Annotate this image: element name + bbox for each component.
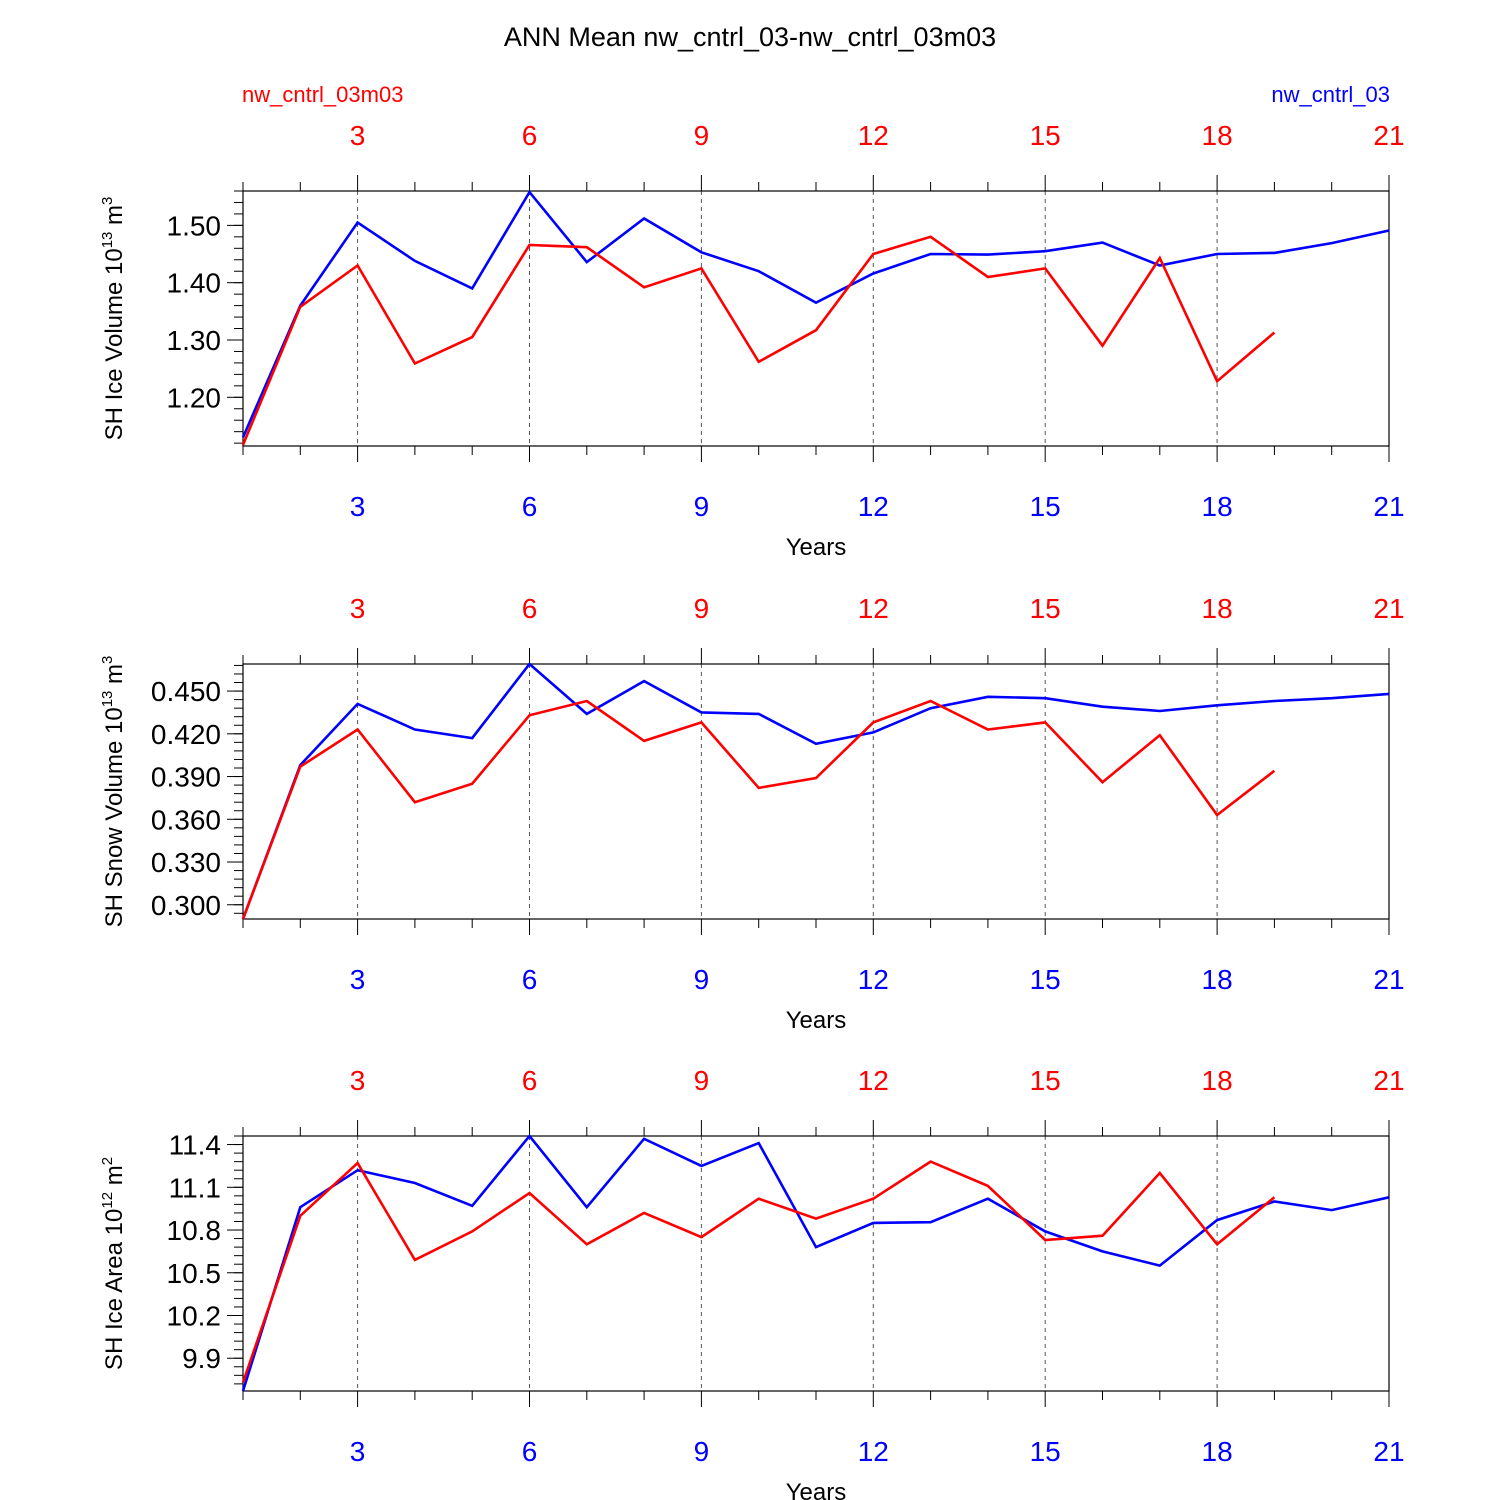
x-axis-label: Years bbox=[786, 1007, 847, 1034]
legend-label-nw-cntrl-03m03: nw_cntrl_03m03 bbox=[242, 82, 403, 107]
x-tick-label-top: 15 bbox=[1030, 1065, 1061, 1096]
x-tick-label-bottom: 15 bbox=[1030, 964, 1061, 995]
x-tick-label-bottom: 3 bbox=[350, 964, 366, 995]
x-tick-label-top: 6 bbox=[522, 1065, 538, 1096]
y-axis-label-ylabel-exp: 13 bbox=[99, 691, 116, 708]
x-tick-label-bottom: 21 bbox=[1373, 491, 1404, 522]
y-axis-label-ylabel: SH Ice Area 10 bbox=[101, 1209, 128, 1370]
y-tick-label: 0.390 bbox=[151, 762, 221, 793]
x-tick-label-top: 6 bbox=[522, 593, 538, 624]
y-axis-label-ylabel: SH Ice Volume 10 bbox=[101, 248, 128, 440]
y-tick-label: 1.40 bbox=[167, 268, 222, 299]
y-axis-label: SH Ice Volume 1013 m3 bbox=[99, 197, 128, 441]
x-tick-label-top: 12 bbox=[858, 1065, 889, 1096]
x-axis-label: Years bbox=[786, 534, 847, 561]
chart-panel-2: 3 3 6 6 9 9 12 12 15 15 18 18 21 21 Years 0.300 0.330 0.3… bbox=[99, 593, 1405, 1034]
series-line-nw-cntrl-03 bbox=[241, 189, 1390, 438]
x-tick-label-bottom: 6 bbox=[522, 1436, 538, 1467]
x-tick-label-bottom: 9 bbox=[694, 964, 710, 995]
x-tick-label-top: 12 bbox=[858, 120, 889, 151]
y-tick-label: 10.2 bbox=[167, 1300, 222, 1331]
series-line-nw-cntrl-03m03 bbox=[241, 235, 1276, 446]
x-tick-label-bottom: 18 bbox=[1202, 1436, 1233, 1467]
y-axis-label-ylabel: SH Snow Volume 10 bbox=[101, 707, 128, 927]
x-tick-label-bottom: 21 bbox=[1373, 964, 1404, 995]
x-tick-label-bottom: 6 bbox=[522, 964, 538, 995]
y-tick-label: 11.1 bbox=[169, 1172, 221, 1203]
x-tick-label-top: 9 bbox=[694, 1065, 710, 1096]
y-tick-label: 10.8 bbox=[167, 1215, 222, 1246]
y-tick-label: 10.5 bbox=[167, 1258, 222, 1289]
x-tick-label-bottom: 12 bbox=[858, 491, 889, 522]
y-axis-label-ylabel-unit: m bbox=[101, 205, 128, 232]
x-tick-label-top: 21 bbox=[1373, 120, 1404, 151]
y-tick-label: 1.50 bbox=[167, 210, 222, 241]
x-tick-label-top: 21 bbox=[1373, 593, 1404, 624]
y-tick-label: 11.4 bbox=[169, 1130, 221, 1161]
y-tick-label: 9.9 bbox=[182, 1343, 221, 1374]
x-tick-label-bottom: 3 bbox=[350, 1436, 366, 1467]
series-line-nw-cntrl-03 bbox=[241, 1133, 1390, 1392]
chart-panel-3: 3 3 6 6 9 9 12 12 15 15 18 18 21 21 Years 9.9 10.2 10.5 10… bbox=[99, 1065, 1405, 1500]
y-tick-label: 1.20 bbox=[167, 382, 222, 413]
x-tick-label-bottom: 18 bbox=[1202, 964, 1233, 995]
chart-panel-1: 3 3 6 6 9 9 12 12 15 15 18 18 21 21 Years 1.20 1.30 1.40 1… bbox=[99, 120, 1405, 561]
x-tick-label-top: 21 bbox=[1373, 1065, 1404, 1096]
y-axis-label-ylabel-unit: m bbox=[101, 664, 128, 691]
y-axis-label: SH Snow Volume 1013 m3 bbox=[99, 656, 128, 928]
x-tick-label-top: 9 bbox=[694, 593, 710, 624]
y-axis-label-ylabel-exp: 12 bbox=[99, 1192, 116, 1209]
x-tick-label-top: 9 bbox=[694, 120, 710, 151]
x-tick-label-top: 15 bbox=[1030, 593, 1061, 624]
series-line-nw-cntrl-03 bbox=[241, 662, 1390, 920]
x-tick-label-bottom: 15 bbox=[1030, 491, 1061, 522]
y-axis-label-ylabel-unit-exp: 2 bbox=[99, 1157, 116, 1165]
y-axis-label: SH Ice Area 1012 m2 bbox=[99, 1157, 128, 1370]
x-tick-label-bottom: 12 bbox=[858, 964, 889, 995]
x-tick-label-top: 18 bbox=[1202, 120, 1233, 151]
x-tick-label-top: 18 bbox=[1202, 1065, 1233, 1096]
series-line-nw-cntrl-03m03 bbox=[241, 1160, 1276, 1383]
x-tick-label-top: 12 bbox=[858, 593, 889, 624]
series-line-nw-cntrl-03m03 bbox=[241, 699, 1276, 920]
y-tick-label: 0.420 bbox=[151, 719, 221, 750]
y-axis-label-ylabel-unit-exp: 3 bbox=[99, 656, 116, 664]
x-tick-label-top: 18 bbox=[1202, 593, 1233, 624]
y-axis-label-ylabel-unit-exp: 3 bbox=[99, 197, 116, 205]
legend-label-nw-cntrl-03: nw_cntrl_03 bbox=[1271, 82, 1390, 107]
x-tick-label-bottom: 3 bbox=[350, 491, 366, 522]
x-tick-label-bottom: 21 bbox=[1373, 1436, 1404, 1467]
y-tick-label: 0.450 bbox=[151, 676, 221, 707]
x-tick-label-bottom: 18 bbox=[1202, 491, 1233, 522]
x-tick-label-bottom: 9 bbox=[694, 491, 710, 522]
chart-title: ANN Mean nw_cntrl_03-nw_cntrl_03m03 bbox=[504, 22, 996, 52]
x-axis-label: Years bbox=[786, 1479, 847, 1500]
y-axis-label-ylabel-unit: m bbox=[101, 1165, 128, 1192]
y-tick-label: 0.360 bbox=[151, 804, 221, 835]
y-tick-label: 0.330 bbox=[151, 847, 221, 878]
y-tick-label: 0.300 bbox=[151, 890, 221, 921]
x-tick-label-bottom: 9 bbox=[694, 1436, 710, 1467]
y-tick-label: 1.30 bbox=[167, 325, 222, 356]
x-tick-label-bottom: 12 bbox=[858, 1436, 889, 1467]
x-tick-label-bottom: 15 bbox=[1030, 1436, 1061, 1467]
x-tick-label-bottom: 6 bbox=[522, 491, 538, 522]
x-tick-label-top: 3 bbox=[350, 593, 366, 624]
x-tick-label-top: 15 bbox=[1030, 120, 1061, 151]
x-tick-label-top: 6 bbox=[522, 120, 538, 151]
y-axis-label-ylabel-exp: 13 bbox=[99, 232, 116, 249]
x-tick-label-top: 3 bbox=[350, 1065, 366, 1096]
x-tick-label-top: 3 bbox=[350, 120, 366, 151]
